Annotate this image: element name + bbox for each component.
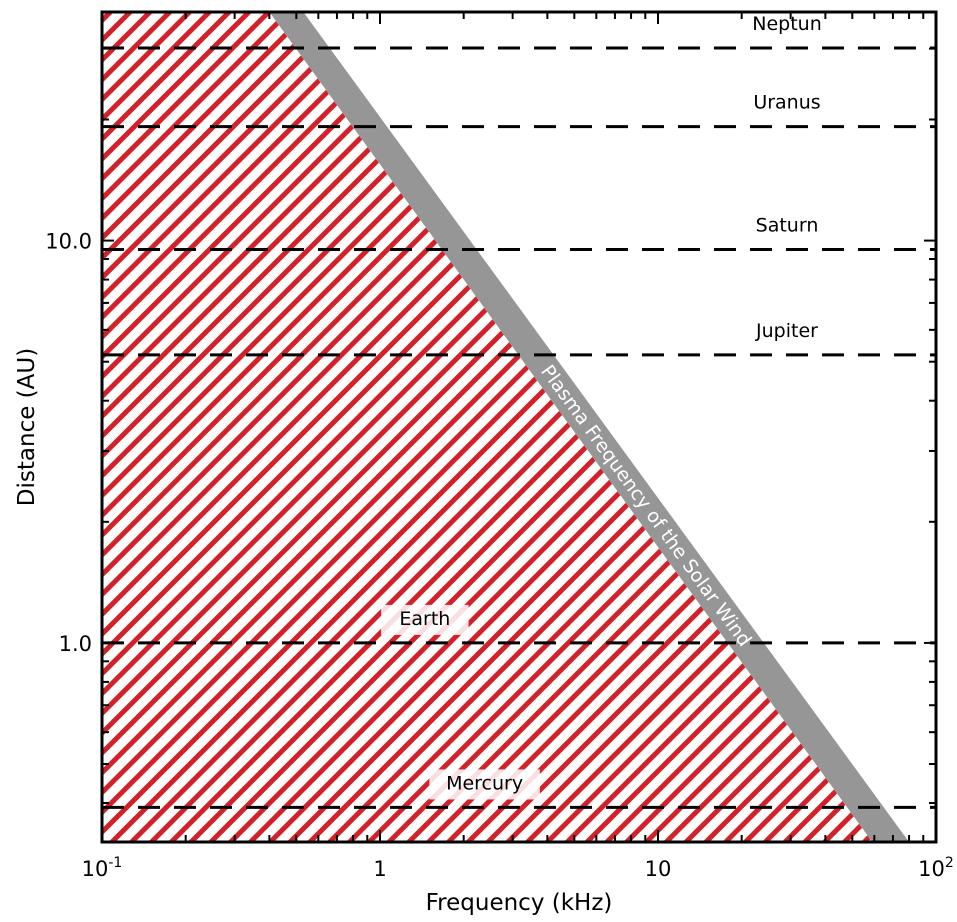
plasma-frequency-band [269, 12, 910, 842]
x-tick-label: 10-1 [82, 855, 123, 881]
y-tick-label: 1.0 [59, 632, 92, 656]
planet-label-background-earth [381, 604, 469, 635]
planet-label-neptun: Neptun [752, 13, 822, 35]
y-axis-title: Distance (AU) [14, 348, 40, 506]
plot-area [102, 12, 936, 842]
planet-label-mercury: Mercury [446, 772, 523, 794]
x-axis-title: Frequency (kHz) [426, 890, 613, 916]
hatched-region [102, 12, 873, 842]
planet-label-jupiter: Jupiter [755, 320, 818, 342]
x-tick-label: 1 [373, 857, 386, 881]
x-tick-label: 102 [918, 855, 954, 881]
planet-label-background-mercury [429, 769, 540, 800]
planet-label-uranus: Uranus [753, 92, 820, 114]
y-tick-label: 10.0 [45, 230, 92, 254]
x-tick-label: 10 [645, 857, 672, 881]
planet-label-earth: Earth [399, 608, 450, 630]
plot-frame [100, 10, 938, 844]
planet-label-saturn: Saturn [756, 215, 819, 237]
